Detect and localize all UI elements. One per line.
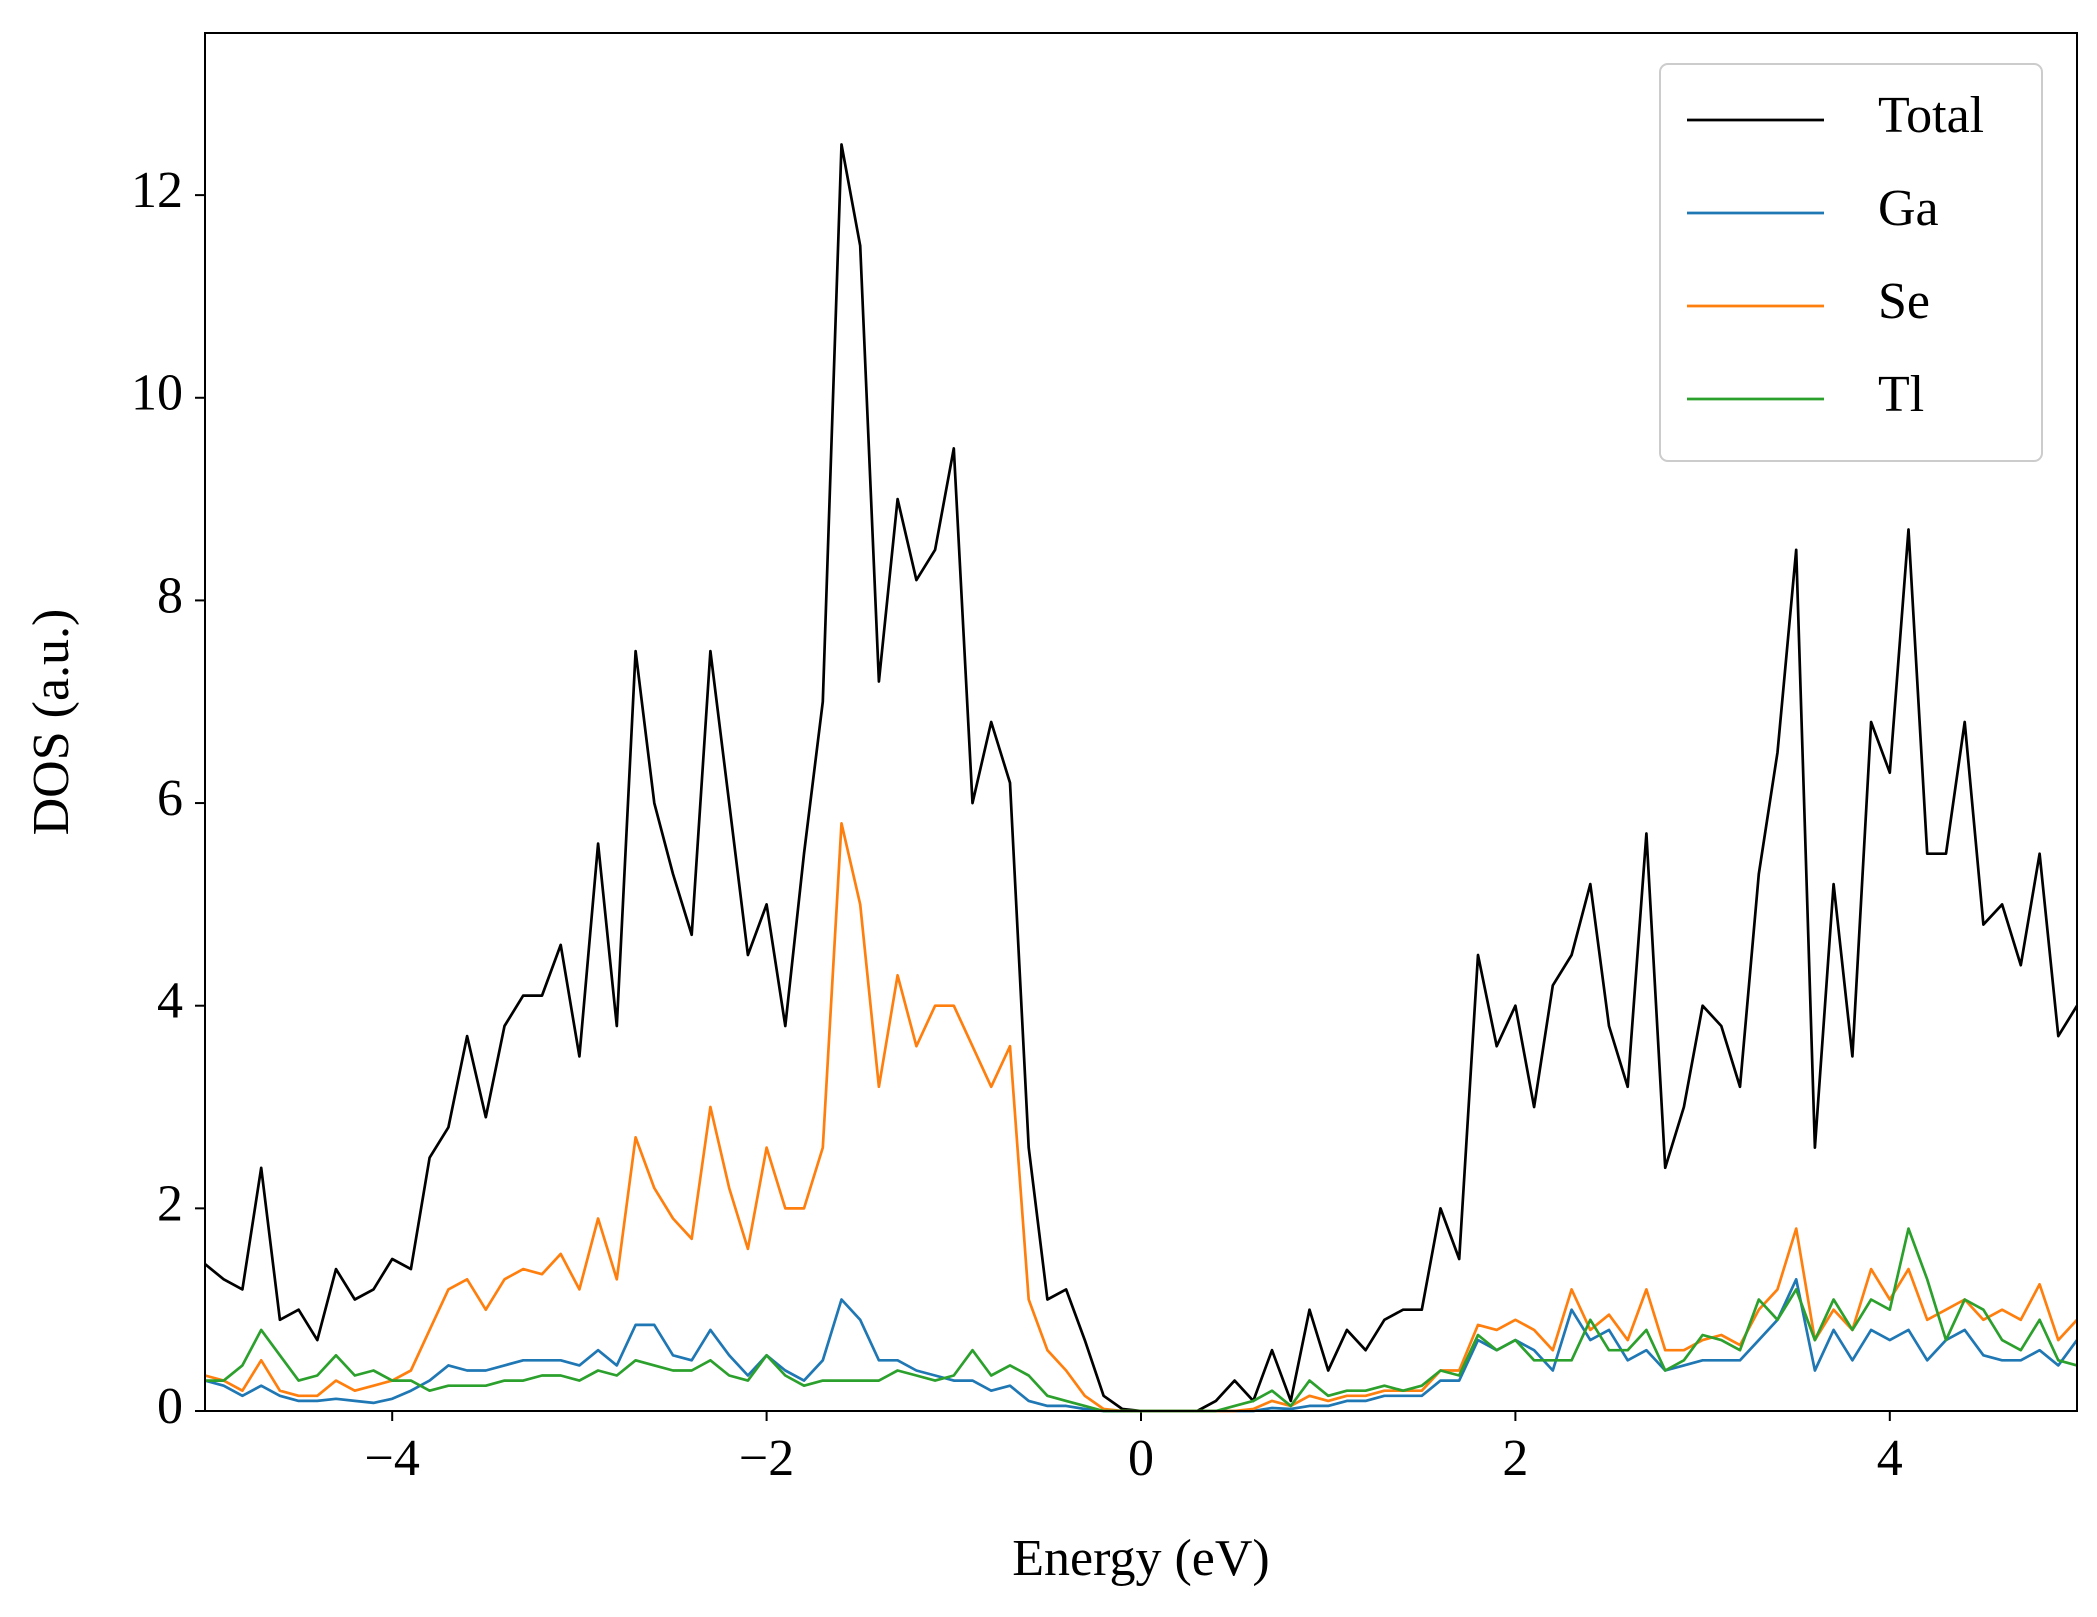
x-tick-label: 4 <box>1877 1430 1903 1487</box>
series-line <box>204 1277 2079 1413</box>
y-tick-label: 10 <box>131 365 183 422</box>
x-tick-label: −4 <box>365 1430 420 1487</box>
legend-label: Tl <box>1878 366 1924 423</box>
legend-label: Total <box>1878 87 1984 144</box>
y-axis-label: DOS (a.u.) <box>23 609 80 836</box>
y-tick-label: 6 <box>157 770 183 827</box>
y-tick-label: 8 <box>157 567 183 624</box>
plot-frame <box>204 32 2078 1412</box>
x-tick-label: 2 <box>1502 1430 1528 1487</box>
y-tick-label: 4 <box>157 973 183 1030</box>
series-line <box>205 1227 2078 1413</box>
y-tick-label: 0 <box>157 1378 183 1435</box>
legend-label: Ga <box>1878 180 1939 237</box>
y-tick-label: 2 <box>157 1175 183 1232</box>
x-axis-label: Energy (eV) <box>1012 1530 1270 1587</box>
x-tick-label: −2 <box>739 1430 794 1487</box>
legend-label: Se <box>1878 273 1930 330</box>
x-tick-label: 0 <box>1128 1430 1154 1487</box>
y-tick-label: 12 <box>131 162 183 219</box>
legend-box <box>1659 63 2043 462</box>
